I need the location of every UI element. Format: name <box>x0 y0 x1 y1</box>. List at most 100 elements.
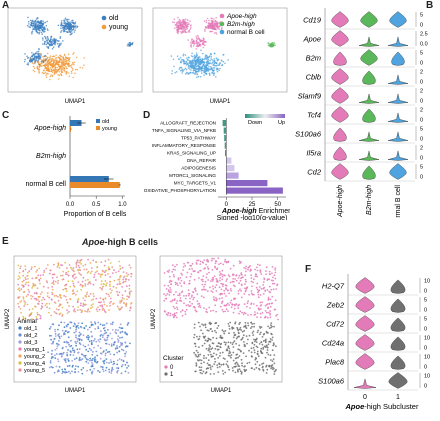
umap-point <box>253 368 256 371</box>
umap-point <box>262 346 265 349</box>
umap-point <box>122 276 125 279</box>
umap-point <box>51 276 54 279</box>
umap-point <box>42 64 44 67</box>
animal-legend-label: old_1 <box>24 326 37 332</box>
umap-point <box>195 65 198 68</box>
umap-point <box>128 284 131 287</box>
umap-point <box>57 279 60 282</box>
umap-point <box>172 268 175 271</box>
umap-point <box>129 306 132 309</box>
umap-point <box>257 296 260 299</box>
umap-point <box>205 54 208 57</box>
umap-point <box>219 343 222 346</box>
umap-point <box>218 271 221 273</box>
umap-point <box>199 359 201 361</box>
umap-point <box>106 334 109 337</box>
umap-point <box>213 296 215 298</box>
umap-point <box>35 271 38 273</box>
umap-point <box>99 357 102 360</box>
umap-point <box>219 25 221 27</box>
umap-point <box>268 302 271 305</box>
umap-point <box>182 269 184 271</box>
umap-point <box>172 274 175 276</box>
umap-point <box>31 277 34 280</box>
umap-point <box>221 273 224 276</box>
umap-point <box>200 359 203 362</box>
umap-point <box>240 371 243 374</box>
violin-scale-top: 5 <box>424 298 427 304</box>
umap-point <box>209 30 211 33</box>
umap-point <box>42 43 44 45</box>
umap-point <box>163 284 166 287</box>
umap-point <box>212 288 215 290</box>
umap-point <box>211 63 213 65</box>
umap-point <box>96 310 99 313</box>
umap-point <box>266 303 268 306</box>
umap-point <box>104 329 106 332</box>
umap-point <box>89 359 91 362</box>
umap-point <box>113 279 116 282</box>
umap-point <box>212 276 214 279</box>
umap-point <box>242 313 245 316</box>
violin-scale-bottom: 0 <box>420 80 423 86</box>
umap-point <box>215 297 217 299</box>
umap-point <box>211 59 214 61</box>
umap-point <box>194 309 197 311</box>
umap-point <box>196 293 199 296</box>
umap-point <box>95 308 98 311</box>
umap-point <box>236 328 239 330</box>
umap-point <box>125 351 128 353</box>
umap-point <box>91 306 94 308</box>
umap-point <box>224 258 227 261</box>
umap-point <box>194 345 197 348</box>
umap-point <box>262 370 265 372</box>
umap-point <box>268 42 270 45</box>
umap-point <box>201 58 204 60</box>
umap-point <box>224 62 226 65</box>
umap-point <box>241 336 244 339</box>
umap-point <box>83 64 85 66</box>
umap-point <box>198 277 200 279</box>
umap-point <box>216 268 218 271</box>
legend-b2m-label: B2m-high <box>227 21 255 28</box>
umap-point <box>259 301 262 304</box>
umap-point <box>124 352 126 355</box>
animal-legend-label: old_2 <box>24 333 37 339</box>
umap-point <box>207 261 210 263</box>
umap-point <box>104 311 107 314</box>
umap-point <box>101 288 103 291</box>
umap-point <box>71 349 74 352</box>
umap-point <box>219 62 221 64</box>
umap-point <box>82 276 85 279</box>
umap-point <box>247 324 250 327</box>
umap-point <box>129 293 131 296</box>
violin-scale-top: 2 <box>420 70 423 76</box>
umap-point <box>251 367 253 370</box>
umap-point <box>247 268 249 271</box>
umap-point <box>204 68 206 70</box>
umap-point <box>271 325 273 328</box>
umap-point <box>102 298 105 301</box>
umap-point <box>181 26 184 28</box>
umap-point <box>109 359 112 361</box>
umap-point <box>244 324 247 327</box>
umap-point <box>50 334 53 337</box>
umap-point <box>74 323 76 326</box>
umap-point <box>209 345 212 348</box>
umap-point <box>199 260 202 263</box>
umap-point <box>184 313 187 316</box>
umap-point <box>253 349 256 351</box>
umap-point <box>72 76 74 79</box>
umap-point <box>224 310 227 313</box>
umap-point <box>173 21 176 24</box>
umap-point <box>213 60 215 63</box>
panel-e-title-rest: -high B cells <box>104 237 159 247</box>
umap-point <box>215 25 218 27</box>
umap-point <box>169 289 172 291</box>
violin-scale-bottom: 0 <box>420 23 423 29</box>
umap-point <box>116 305 119 308</box>
umap-point <box>62 63 65 66</box>
umap-point <box>225 284 228 287</box>
umap-point <box>39 274 42 277</box>
